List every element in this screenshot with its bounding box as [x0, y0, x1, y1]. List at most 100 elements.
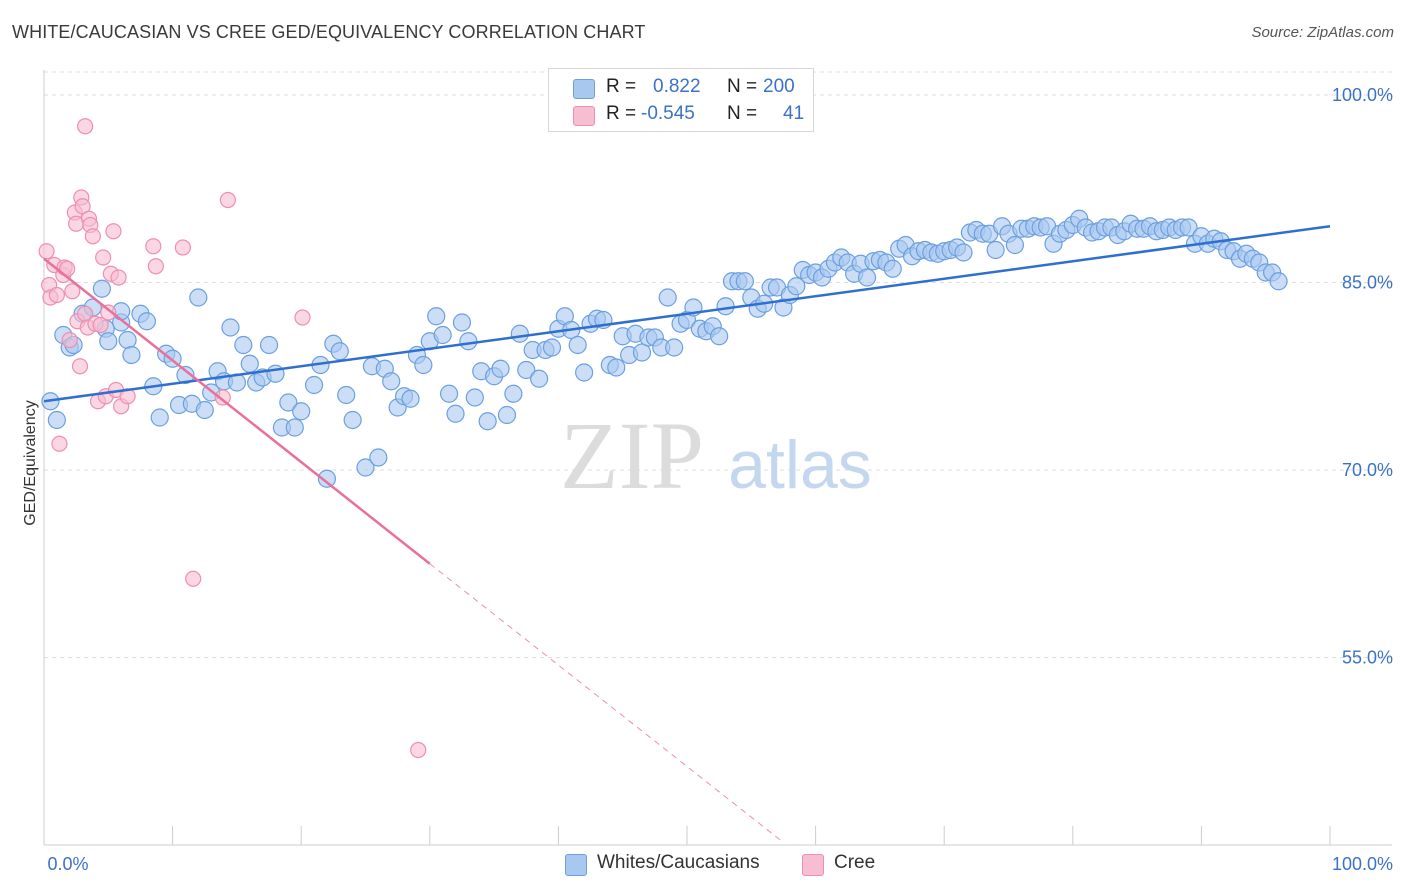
bottom-legend-swatch-whites [565, 854, 587, 876]
data-point-cree [294, 309, 311, 326]
data-point-cree [105, 223, 122, 240]
data-point-whites [259, 335, 279, 355]
data-point-whites [607, 358, 626, 377]
data-point-cree [84, 228, 101, 245]
data-point-whites [954, 243, 973, 262]
data-point-whites [176, 365, 195, 385]
legend-swatch-cree [573, 106, 595, 126]
data-point-whites [401, 389, 420, 408]
y-tick-label: 100.0% [1332, 85, 1393, 105]
data-point-whites [568, 335, 587, 355]
data-point-whites [343, 410, 362, 430]
data-point-cree [92, 316, 109, 334]
data-point-whites [517, 360, 536, 380]
data-point-whites [118, 330, 137, 350]
data-point-whites [857, 268, 877, 287]
data-point-whites [1005, 235, 1025, 255]
data-point-whites [1179, 218, 1198, 237]
data-point-whites [459, 332, 478, 351]
watermark: ZIP atlas [560, 402, 872, 509]
data-point-cree [38, 243, 55, 260]
data-point-whites [414, 355, 433, 375]
data-point-whites [658, 288, 677, 307]
data-point-cree [95, 249, 112, 266]
source-label: Source: ZipAtlas.com [1251, 24, 1394, 41]
data-point-cree [100, 304, 117, 321]
data-point-whites [632, 343, 652, 362]
series-cree-points [38, 118, 427, 759]
data-point-whites [575, 363, 594, 382]
data-point-whites [710, 327, 729, 346]
data-point-cree [174, 239, 191, 256]
labels-layer: 55.0% 70.0% 85.0% 100.0% 0.0% 100.0% [47, 85, 1393, 874]
trend-layer [43, 225, 1331, 843]
legend-r-label: R = [606, 76, 637, 97]
chart-title: WHITE/CAUCASIAN VS CREE GED/EQUIVALENCY … [12, 22, 646, 42]
data-point-whites [317, 469, 337, 488]
data-point-whites [1269, 272, 1288, 291]
data-point-whites [491, 359, 510, 378]
data-point-cree [77, 118, 94, 135]
watermark-atlas: atlas [728, 427, 872, 503]
data-point-whites [427, 307, 446, 326]
y-tick-label: 55.0% [1342, 648, 1393, 668]
data-point-whites [330, 342, 349, 361]
data-point-cree [410, 741, 427, 759]
data-point-whites [433, 325, 452, 345]
legend-n-label: N = [727, 76, 758, 97]
bottom-legend-swatch-cree [802, 854, 824, 876]
data-point-whites [356, 458, 375, 477]
data-point-whites [446, 404, 465, 423]
data-point-whites [99, 332, 118, 351]
data-point-whites [195, 400, 214, 420]
data-point-cree [64, 283, 81, 300]
data-point-whites [234, 335, 253, 355]
legend-row-whites: R = 0.822 N = 200 [549, 73, 813, 101]
trendline-cree [43, 257, 431, 565]
data-point-cree [185, 570, 202, 587]
data-point-whites [452, 313, 472, 332]
data-point-whites [337, 385, 356, 405]
x-tick-label-min: 0.0% [47, 854, 88, 874]
series-whites-points [41, 209, 1288, 488]
bottom-legend-label-cree: Cree [834, 852, 876, 873]
data-point-whites [47, 410, 66, 430]
data-point-whites [150, 408, 169, 427]
legend-r-value: 0.822 [653, 76, 701, 97]
data-point-whites [716, 297, 735, 316]
y-tick-label: 70.0% [1342, 460, 1393, 480]
data-point-cree [74, 198, 91, 215]
y-tick-label: 85.0% [1342, 273, 1393, 293]
legend-r-value: -0.545 [641, 103, 695, 124]
trendline-whites [43, 225, 1331, 403]
data-point-whites [542, 338, 562, 357]
data-point-whites [735, 272, 754, 291]
data-point-cree [61, 331, 78, 349]
data-point-cree [145, 238, 162, 255]
data-point-whites [279, 393, 298, 412]
data-point-whites [240, 354, 259, 373]
data-point-cree [48, 286, 65, 304]
data-point-cree [147, 258, 164, 275]
data-point-whites [92, 279, 111, 298]
data-point-whites [369, 448, 388, 467]
data-point-whites [382, 372, 401, 391]
correlation-legend: R = 0.822 N = 200 R = -0.545 N = 41 [548, 68, 814, 132]
data-point-whites [510, 324, 529, 343]
data-point-whites [883, 259, 902, 278]
data-point-whites [439, 384, 459, 403]
trendline-cree-extension [429, 563, 784, 843]
data-point-whites [221, 318, 240, 337]
data-point-whites [665, 338, 684, 357]
data-point-whites [285, 418, 304, 437]
data-point-whites [137, 312, 156, 331]
legend-swatch-whites [573, 79, 595, 99]
data-point-whites [292, 402, 311, 421]
data-point-whites [189, 288, 208, 307]
watermark-zip: ZIP [560, 402, 704, 509]
legend-row-cree: R = -0.545 N = 41 [549, 100, 813, 128]
x-tick-label-max: 100.0% [1332, 854, 1393, 874]
y-axis-label: GED/Equivalency [22, 400, 39, 525]
data-point-whites [497, 405, 517, 425]
